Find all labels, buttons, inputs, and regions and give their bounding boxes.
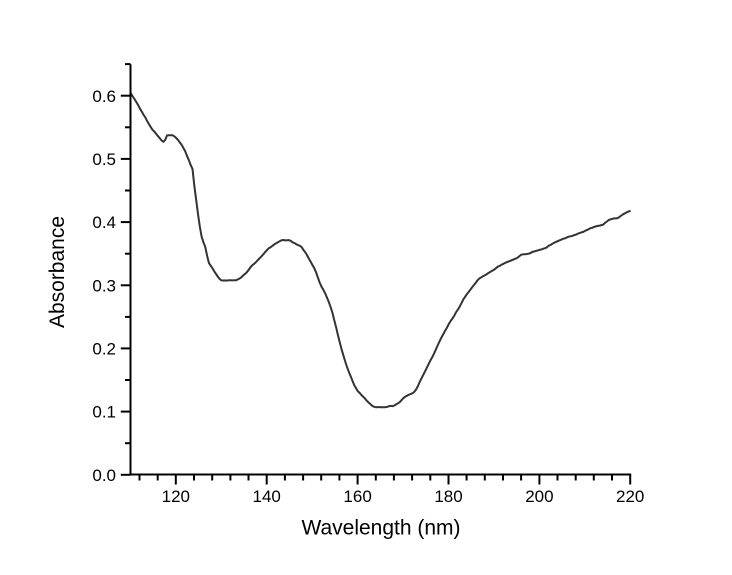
- svg-text:140: 140: [253, 487, 281, 506]
- svg-text:0.1: 0.1: [92, 403, 116, 422]
- svg-text:Wavelength (nm): Wavelength (nm): [301, 516, 460, 539]
- svg-text:160: 160: [343, 487, 371, 506]
- svg-text:0.6: 0.6: [92, 87, 116, 106]
- svg-text:200: 200: [525, 487, 553, 506]
- svg-text:180: 180: [434, 487, 462, 506]
- svg-text:120: 120: [162, 487, 190, 506]
- svg-text:0.0: 0.0: [92, 466, 116, 485]
- svg-text:0.2: 0.2: [92, 340, 116, 359]
- svg-text:0.5: 0.5: [92, 150, 116, 169]
- svg-text:Absorbance: Absorbance: [46, 216, 69, 328]
- svg-text:0.3: 0.3: [92, 276, 116, 295]
- svg-text:220: 220: [616, 487, 644, 506]
- svg-text:0.4: 0.4: [92, 213, 116, 232]
